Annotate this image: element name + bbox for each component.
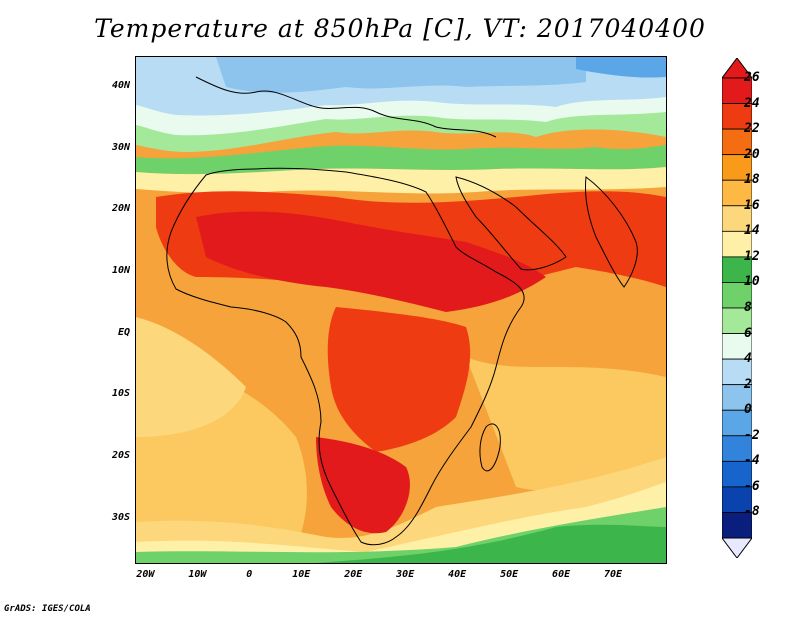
colorbar-swatch (722, 256, 752, 283)
colorbar-label: 4 (744, 351, 752, 367)
plot-title: Temperature at 850hPa [C], VT: 201704040… (94, 14, 706, 43)
colorbar-label: 24 (744, 95, 760, 111)
lat-tick-label: EQ (117, 326, 130, 338)
lon-tick-label: 70E (604, 569, 623, 580)
colorbar-label: 2 (744, 376, 752, 392)
madagascar-coastline (479, 423, 501, 472)
lon-tick-label: 60E (552, 569, 571, 580)
lat-tick-label: 20S (111, 450, 130, 462)
lon-tick-label: 40E (448, 569, 467, 580)
grads-credit: GrADS: IGES/COLA (4, 604, 91, 614)
temperature-field (136, 57, 666, 563)
colorbar-swatch (722, 460, 752, 488)
europe-coastline (195, 76, 497, 138)
colorbar-label: 26 (744, 70, 760, 85)
colorbar-swatch (722, 230, 752, 258)
india-coastline (585, 176, 638, 288)
field-north-green (136, 145, 666, 175)
colorbar-label: 18 (744, 172, 760, 188)
lon-tick-label: 30E (396, 569, 415, 580)
colorbar-swatch (722, 409, 752, 437)
colorbar-swatch (722, 307, 752, 334)
lat-tick-label: 10S (111, 388, 130, 400)
colorbar-label: 22 (744, 121, 760, 137)
colorbar-label: -6 (744, 478, 760, 494)
africa-coastline (166, 167, 525, 546)
colorbar-swatch (722, 333, 752, 360)
field-south-darkgreen (316, 524, 666, 563)
colorbar-label: 12 (744, 248, 760, 264)
colorbar-label: 16 (744, 197, 760, 213)
colorbar (722, 58, 752, 558)
field-north-deepblue (576, 57, 666, 78)
colorbar-swatch (722, 282, 752, 309)
field-atlantic-pale (136, 317, 246, 437)
coastlines (166, 76, 638, 546)
lat-tick-label: 10N (111, 264, 130, 276)
colorbar-swatch (722, 486, 752, 513)
lon-tick-label: 0 (246, 569, 253, 580)
colorbar-label: -2 (744, 427, 760, 443)
field-north-blue (216, 57, 586, 93)
lat-tick-label: 30S (111, 511, 130, 523)
field-indian-ocean (466, 357, 666, 492)
field-central-hot (327, 307, 471, 452)
lat-tick-label: 40N (111, 79, 130, 91)
colorbar-label: -4 (744, 453, 760, 469)
colorbar-label: -8 (744, 504, 760, 520)
lon-tick-label: 20E (344, 569, 363, 580)
lat-tick-label: 30N (111, 141, 130, 153)
lon-tick-label: 10E (292, 569, 311, 580)
colorbar-swatch (722, 128, 752, 156)
colorbar-label: 0 (744, 402, 752, 418)
colorbar-label: 6 (744, 325, 752, 341)
colorbar-label: 20 (744, 146, 760, 162)
field-kalahari-hot (316, 437, 410, 534)
lon-tick-label: 20W (136, 569, 155, 580)
field-north-cream (136, 167, 666, 194)
lat-tick-label: 20N (111, 203, 130, 215)
colorbar-label: 14 (744, 223, 760, 239)
colorbar-swatch (722, 77, 752, 104)
colorbar-swatch (722, 205, 752, 232)
colorbar-min-triangle (722, 537, 752, 558)
arabia-coastline (455, 176, 567, 271)
lon-tick-label: 10W (188, 569, 207, 580)
lon-tick-label: 50E (500, 569, 519, 580)
field-sahel-hottest (196, 211, 546, 312)
colorbar-label: 10 (744, 274, 760, 290)
colorbar-label: 8 (744, 300, 752, 315)
temperature-map (135, 56, 667, 564)
